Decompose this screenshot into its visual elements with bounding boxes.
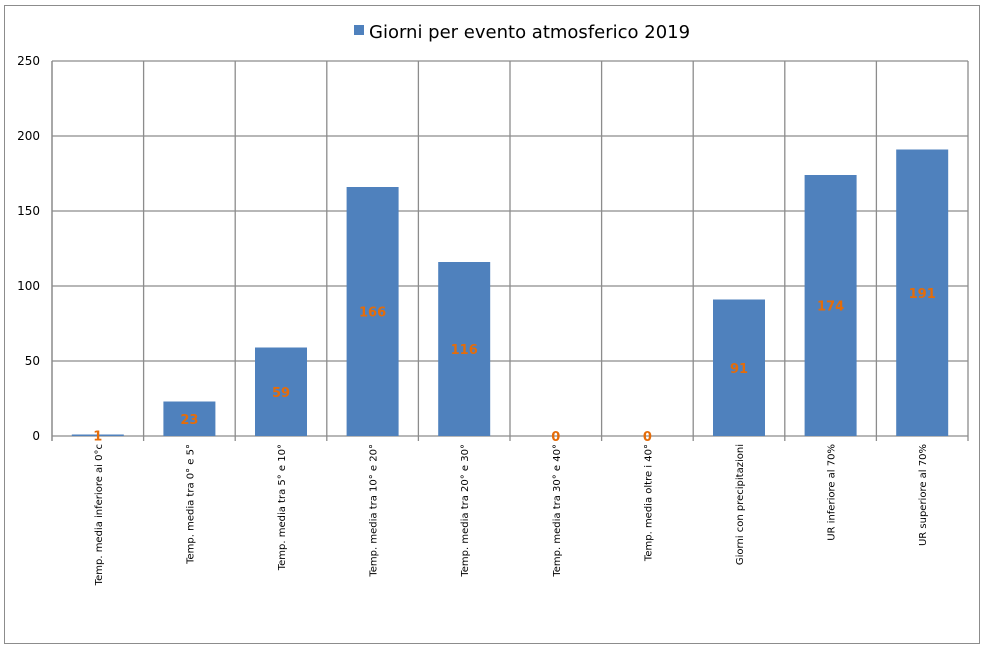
bar-3: [346, 187, 399, 436]
x-axis-categories: Temp. media inferiore ai 0°c Temp. media …: [94, 444, 929, 586]
x-category-label-2: Temp. media tra 5° e 10°: [277, 444, 288, 571]
x-category-label-6: Temp. media oltre i 40°: [643, 444, 654, 562]
x-category-label-8: UR inferiore al 70%: [827, 444, 838, 541]
bar-0: [71, 434, 124, 436]
bar-9: [896, 149, 949, 436]
data-label-2: 59: [272, 386, 290, 401]
y-tick-label-1: 50: [25, 354, 40, 368]
bar-7: [713, 299, 765, 436]
data-label-6: 0: [643, 430, 652, 445]
y-tick-label-5: 250: [17, 54, 40, 68]
data-label-8: 174: [817, 300, 844, 315]
y-tick-label-2: 100: [17, 279, 40, 293]
bar-4: [438, 262, 491, 436]
x-category-label-9: UR superiore al 70%: [918, 444, 929, 546]
x-category-label-7: Giorni con precipitazioni: [735, 444, 746, 565]
x-category-label-1: Temp. media tra 0° e 5°: [185, 444, 196, 565]
x-category-label-0: Temp. media inferiore ai 0°c: [94, 444, 105, 586]
bar-8: [804, 175, 857, 436]
legend: Giorni per evento atmosferico 2019: [354, 22, 690, 43]
y-tick-label-4: 200: [17, 129, 40, 143]
legend-label: Giorni per evento atmosferico 2019: [369, 22, 690, 43]
bar-1: [163, 401, 216, 436]
y-axis-ticks: 0 50 100 150 200 250: [17, 54, 40, 443]
data-label-4: 116: [451, 343, 478, 358]
data-label-7: 91: [730, 362, 748, 377]
legend-swatch: [354, 25, 364, 35]
data-label-1: 23: [180, 413, 198, 428]
x-category-label-4: Temp. media tra 20° e 30°: [460, 444, 471, 578]
x-category-label-3: Temp. media tra 10° e 20°: [369, 444, 380, 578]
data-labels: 1 23 59 166 116 0 0 91 174 191: [93, 287, 935, 445]
data-label-3: 166: [359, 306, 386, 321]
data-label-0: 1: [93, 429, 102, 444]
x-category-label-5: Temp. media tra 30° e 40°: [552, 444, 563, 578]
y-tick-label-3: 150: [17, 204, 40, 218]
data-label-9: 191: [909, 287, 936, 302]
y-tick-label-0: 0: [32, 429, 40, 443]
data-label-5: 0: [551, 430, 560, 445]
bars: [71, 149, 949, 436]
bar-2: [255, 347, 307, 436]
